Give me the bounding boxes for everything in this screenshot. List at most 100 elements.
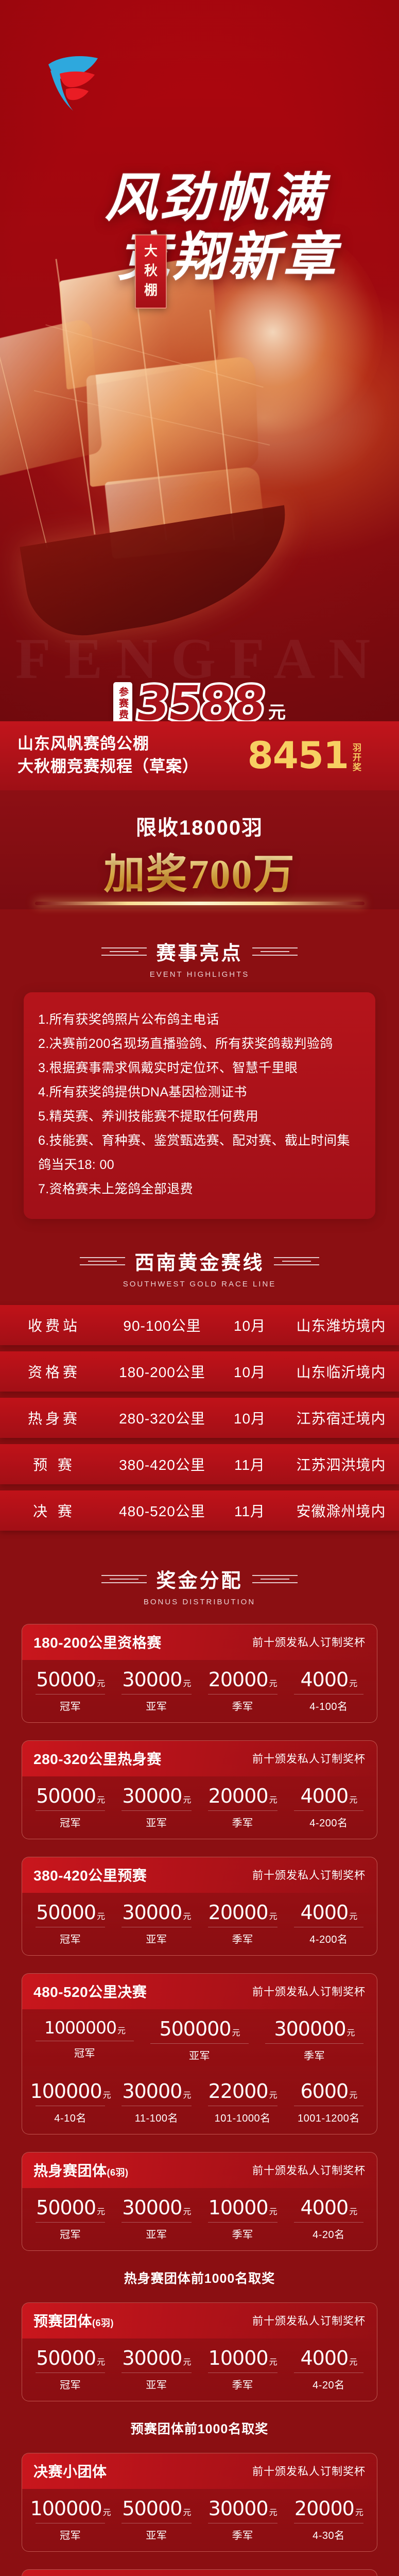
bonus-cell: 4000 元 4-200名 — [286, 1785, 372, 1829]
heading-rule-left-icon — [80, 1255, 126, 1268]
highlight-item: 3.根据赛事需求佩戴实时定位环、智慧千里眼 — [38, 1061, 298, 1075]
bonus-card: 480-520公里决赛 前十颁发私人订制奖杯 1000000 元冠军 500000 元亚军… — [22, 1973, 377, 2134]
bonus-amount-unit: 元 — [97, 2207, 105, 2216]
bonus-card-title-suffix: (6羽) — [92, 2318, 114, 2328]
bonus-card-note: 前十颁发私人订制奖杯 — [252, 2165, 366, 2177]
bonus-rank-label: 季军 — [232, 2380, 253, 2391]
bonus-card: 决赛大团体前十颁发私人订制奖杯150000元冠军80000元亚军50000元季军… — [22, 2569, 377, 2576]
highlight-item: 1.所有获奖鸽照片公布鸽主电话 — [38, 1012, 219, 1027]
bonus-row: 50000 元冠军 30000 元亚军 20000 元季军 4000 元 4-200名 — [22, 1893, 377, 1955]
award-count-number: 8451 — [247, 734, 349, 777]
bonus-row: 50000 元冠军 30000 元亚军 20000 元季军 4000 元 4-200名 — [22, 1776, 377, 1839]
bonus-row: 100000 元冠军 50000 元亚军 30000 元季军 20000 元 4-30名 — [22, 2489, 377, 2551]
table-row: 决 赛 480-520公里 11月 安徽滁州境内 — [0, 1490, 399, 1531]
bonus-rank-label: 亚军 — [146, 2380, 167, 2391]
bonus-rank-label: 4-10名 — [54, 2113, 86, 2124]
bonus-distribution-heading: 奖金分配 BONUS DISTRIBUTION — [0, 1537, 399, 1620]
bonus-rank-label: 亚军 — [189, 2050, 210, 2062]
bonus-cell: 30000 元亚军 — [113, 1668, 199, 1713]
bonus-amount: 50000 元 — [122, 2497, 191, 2520]
bonus-amount: 20000 元 — [208, 1668, 277, 1691]
bonus-amount: 22000 元 — [208, 2080, 277, 2103]
bonus-cell: 20000 元季军 — [200, 1785, 286, 1829]
bonus-card-title: 480-520公里决赛 — [33, 1984, 147, 2000]
bonus-amount: 20000 元 — [208, 1901, 277, 1924]
bonus-card-title: 预赛团体(6羽) — [33, 2313, 114, 2329]
bonus-rank-label: 4-20名 — [313, 2229, 345, 2241]
bonus-rank-label: 亚军 — [146, 2229, 167, 2241]
bonus-rank-label: 季军 — [232, 2229, 253, 2241]
race-location: 安徽滁州境内 — [296, 1503, 386, 1519]
bonus-cell-divider — [293, 1810, 363, 1811]
bonus-row: 1000000 元冠军 500000 元亚军 300000 元季军 — [22, 2009, 377, 2072]
bonus-amount-unit: 元 — [269, 2090, 277, 2100]
bonus-card-note: 前十颁发私人订制奖杯 — [252, 2315, 366, 2327]
bonus-card-header: 280-320公里热身赛 前十颁发私人订制奖杯 — [22, 1741, 377, 1776]
bonus-amount: 100000 元 — [30, 2080, 111, 2103]
bonus-amount-unit: 元 — [346, 2028, 355, 2038]
bonus-card-header: 决赛小团体 前十颁发私人订制奖杯 — [22, 2453, 377, 2489]
bonus-amount: 20000 元 — [294, 2497, 363, 2520]
bonus-cell: 10000 元季军 — [200, 2196, 286, 2241]
bonus-cell-divider — [207, 2222, 277, 2223]
bonus-amount: 50000 元 — [36, 1668, 105, 1691]
bonus-cell: 30000 元亚军 — [113, 1785, 199, 1829]
bonus-cell: 100000 元冠军 — [27, 2497, 113, 2542]
bonus-rank-label: 冠军 — [74, 2048, 95, 2059]
bonus-amount-unit: 元 — [183, 1795, 191, 1805]
bonus-cell-divider — [36, 2222, 106, 2223]
race-distance: 90-100公里 — [123, 1318, 201, 1334]
bonus-amount: 100000 元 — [30, 2497, 111, 2520]
bonus-cell-divider — [265, 2043, 363, 2044]
bonus-card-header: 热身赛团体(6羽) 前十颁发私人订制奖杯 — [22, 2153, 377, 2188]
race-line-table: 收费站 90-100公里 10月 山东潍坊境内 资格赛 180-200公里 10… — [0, 1305, 399, 1531]
heading-rule-left-icon — [101, 1572, 147, 1586]
bonus-amount-unit: 元 — [349, 1679, 357, 1688]
bonus-amount: 30000 元 — [208, 2497, 277, 2520]
bonus-amount-unit: 元 — [349, 2357, 357, 2367]
loft-title-block: 山东风帆赛鸽公棚 大秋棚竞赛规程（草案） — [18, 733, 199, 778]
bonus-rank-label: 冠军 — [60, 2530, 81, 2541]
bonus-amount-unit: 元 — [183, 1679, 191, 1688]
bonus-amount-unit: 元 — [183, 2507, 191, 2517]
race-month: 11月 — [234, 1457, 266, 1473]
race-distance: 380-420公里 — [119, 1457, 205, 1473]
table-row: 资格赛 180-200公里 10月 山东临沂境内 — [0, 1351, 399, 1392]
bonus-amount: 4000 元 — [300, 1901, 358, 1924]
fengfan-dove-logo-icon — [48, 56, 98, 111]
award-count-label: 羽开奖 — [351, 743, 361, 772]
bonus-amount: 30000 元 — [122, 1785, 191, 1807]
bonus-cell: 30000 元亚军 — [113, 2347, 199, 2392]
event-highlights-section: 赛事亮点 EVENT HIGHLIGHTS 1.所有获奖鸽照片公布鸽主电话 2.… — [0, 909, 399, 1219]
bonus-cell: 50000 元冠军 — [27, 1901, 113, 1946]
bonus-rank-label: 冠军 — [60, 1701, 81, 1713]
bonus-row: 50000 元冠军 30000 元亚军 10000 元季军 4000 元 4-20名 — [22, 2338, 377, 2401]
bonus-cell: 20000 元 4-30名 — [286, 2497, 372, 2542]
bonus-cell: 30000 元亚军 — [113, 2196, 199, 2241]
event-highlights-heading-cn: 赛事亮点 — [156, 943, 243, 964]
heading-rule-right-icon — [252, 1572, 298, 1586]
bonus-cell: 10000 元季军 — [200, 2347, 286, 2392]
bonus-cell: 50000 元亚军 — [113, 2497, 199, 2542]
bonus-cell-divider — [150, 2043, 249, 2044]
race-location: 山东临沂境内 — [296, 1364, 386, 1380]
bonus-cell-divider — [122, 2222, 192, 2223]
bonus-cell: 4000 元 4-100名 — [286, 1668, 372, 1713]
bonus-rank-label: 1001-1200名 — [298, 2113, 360, 2124]
bonus-amount-unit: 元 — [232, 2028, 240, 2038]
bonus-amount: 30000 元 — [122, 2196, 191, 2219]
bonus-card-title: 180-200公里资格赛 — [33, 1635, 162, 1651]
bonus-amount-unit: 元 — [97, 2357, 105, 2367]
bonus-cell-divider — [293, 2372, 363, 2373]
bonus-rank-label: 亚军 — [146, 1818, 167, 1829]
bonus-amount-unit: 元 — [183, 2357, 191, 2367]
heading-rule-left-icon — [101, 945, 147, 958]
bonus-amount: 30000 元 — [122, 2347, 191, 2369]
bonus-card: 预赛团体(6羽) 前十颁发私人订制奖杯 50000 元冠军 30000 元亚军 10000 元… — [22, 2302, 377, 2401]
race-distance: 280-320公里 — [119, 1411, 205, 1427]
bonus-card-note: 前十颁发私人订制奖杯 — [252, 1986, 366, 1998]
bonus-cell: 50000 元冠军 — [27, 2347, 113, 2392]
highlight-item: 5.精英赛、养训技能赛不提取任何费用 — [38, 1109, 259, 1124]
bonus-cell: 300000 元季军 — [257, 2018, 372, 2062]
